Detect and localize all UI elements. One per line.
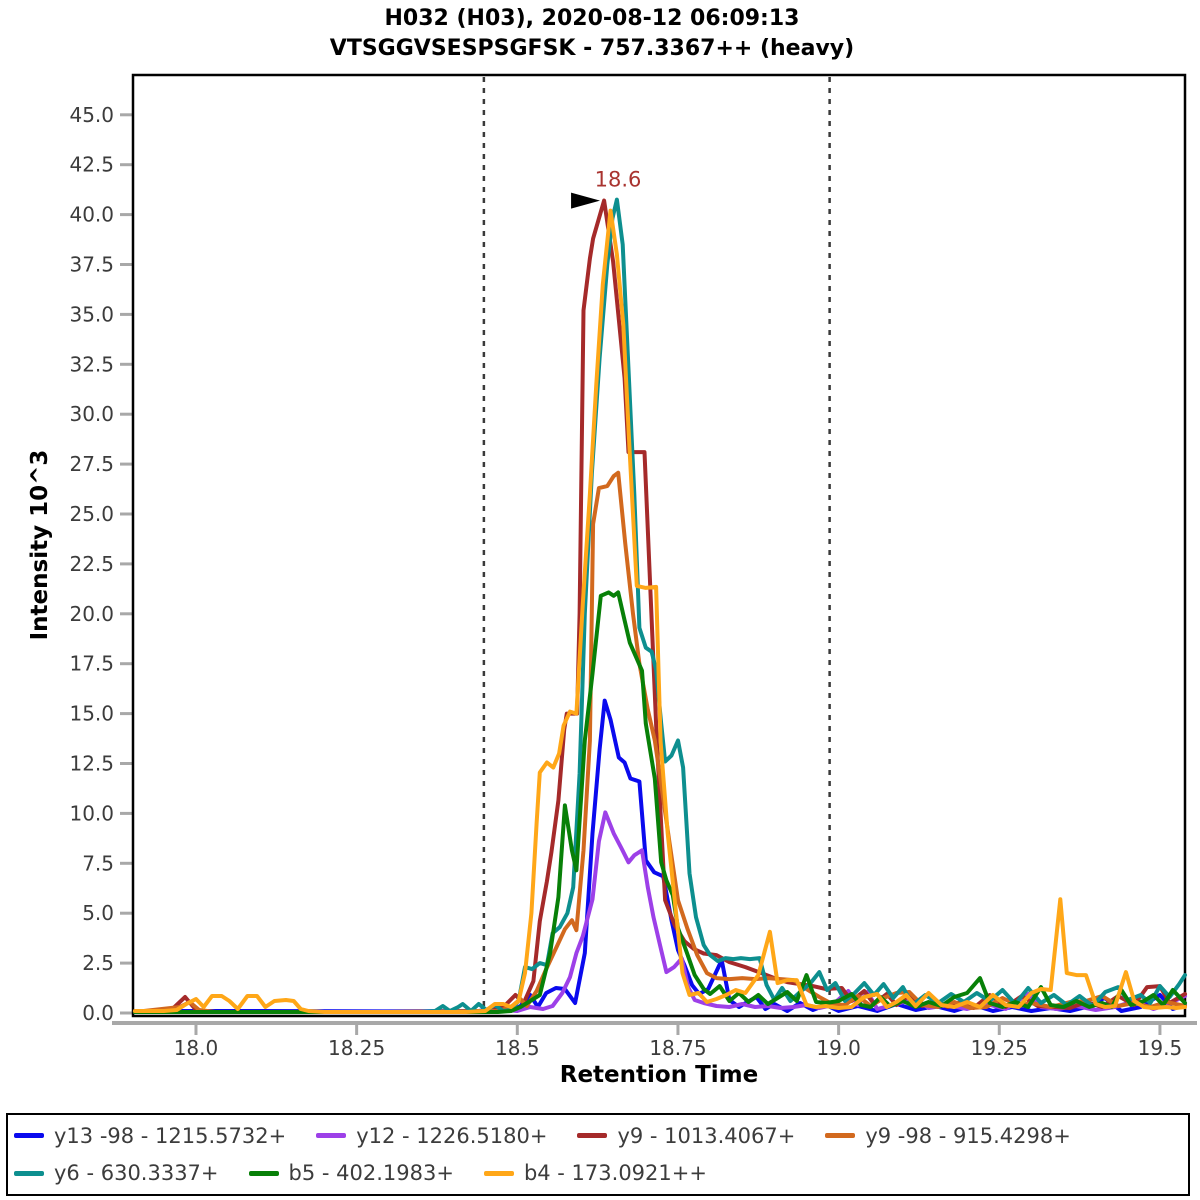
y-tick-label: 27.5: [69, 452, 114, 476]
y-tick-label: 30.0: [69, 402, 114, 426]
legend-item: y9 - 1013.4067+: [577, 1124, 795, 1148]
y-tick-label: 12.5: [69, 752, 114, 776]
legend-label: b4 - 173.0921++: [523, 1161, 707, 1186]
x-axis-label: Retention Time: [559, 1062, 759, 1088]
y-tick-label: 40.0: [69, 203, 114, 227]
legend-item: b4 - 173.0921++: [483, 1161, 707, 1186]
chromatogram-plot[interactable]: 18.0 18.25 18.5 18.75 19.0 19.25 19.5 0.0 2.5 5.0…: [0, 0, 1200, 1105]
x-tick-label: 19.25: [971, 1036, 1028, 1060]
legend-item: y6 - 630.3337+: [14, 1161, 219, 1185]
x-tick-label: 19.0: [816, 1036, 861, 1060]
legend-swatch: [14, 1133, 44, 1139]
y-tick-label: 22.5: [69, 552, 114, 576]
chart-title-line2: VTSGGVSESPSGFSK - 757.3367++ (heavy): [329, 36, 855, 61]
plot-border: [131, 73, 1187, 1018]
y-tick-label: 35.0: [69, 302, 114, 326]
legend-item: y9 -98 - 915.4298+: [825, 1124, 1071, 1148]
legend-swatch: [316, 1133, 347, 1139]
y-tick-label: 0.0: [82, 1001, 114, 1025]
chart-title: H032 (H03), 2020-08-12 06:09:13 VTSGGVSE…: [0, 4, 1184, 64]
peak-rt-annotation: 18.6: [595, 168, 642, 192]
chromatogram-trace: [132, 197, 1187, 1014]
legend-swatch: [483, 1170, 514, 1176]
legend-label: y9 -98 - 915.4298+: [865, 1123, 1071, 1148]
legend-item: y12 - 1226.5180+: [316, 1124, 547, 1148]
legend-label: b5 - 402.1983+: [288, 1161, 454, 1186]
legend-swatch: [248, 1170, 279, 1176]
y-tick-label: 32.5: [69, 352, 114, 376]
x-tick-label: 18.75: [649, 1036, 706, 1060]
x-tick-label: 19.5: [1138, 1036, 1183, 1060]
chart-title-line1: H032 (H03), 2020-08-12 06:09:13: [384, 6, 800, 31]
legend-label: y13 -98 - 1215.5732+: [54, 1123, 287, 1148]
y-tick-label: 15.0: [69, 702, 114, 726]
y-tick-label: 25.0: [69, 502, 114, 526]
y-tick-label: 20.0: [69, 602, 114, 626]
legend-label: y6 - 630.3337+: [54, 1161, 219, 1186]
legend: y13 -98 - 1215.5732+ y12 - 1226.5180+ y9 -…: [6, 1113, 1190, 1196]
legend-label: y12 - 1226.5180+: [356, 1123, 548, 1148]
y-axis-label: Intensity 10^3: [27, 449, 53, 641]
legend-item: b5 - 402.1983+: [248, 1161, 454, 1186]
y-tick-label: 10.0: [69, 801, 114, 825]
legend-swatch: [14, 1170, 44, 1176]
chromatogram-trace: [132, 198, 1187, 1014]
legend-row: y13 -98 - 1215.5732+ y12 - 1226.5180+ y9 -…: [14, 1117, 1182, 1155]
legend-label: y9 - 1013.4067+: [617, 1123, 796, 1148]
y-tick-label: 37.5: [69, 253, 114, 277]
chromatogram-trace: [132, 590, 1187, 1014]
legend-swatch: [825, 1133, 856, 1139]
legend-swatch: [577, 1133, 608, 1139]
y-tick-label: 2.5: [82, 951, 114, 975]
chromatogram-trace: [132, 208, 1187, 1014]
legend-row: y6 - 630.3337+ b5 - 402.1983+ b4 - 173.092…: [14, 1155, 1182, 1193]
y-tick-label: 45.0: [69, 103, 114, 127]
legend-item: y13 -98 - 1215.5732+: [14, 1124, 286, 1148]
y-tick-label: 42.5: [69, 153, 114, 177]
y-tick-label: 5.0: [82, 901, 114, 925]
y-tick-label: 7.5: [82, 851, 114, 875]
x-tick-label: 18.25: [328, 1036, 385, 1060]
x-tick-label: 18.0: [174, 1036, 219, 1060]
y-tick-label: 17.5: [69, 652, 114, 676]
peak-arrow-icon: [571, 192, 601, 209]
x-tick-label: 18.5: [495, 1036, 540, 1060]
